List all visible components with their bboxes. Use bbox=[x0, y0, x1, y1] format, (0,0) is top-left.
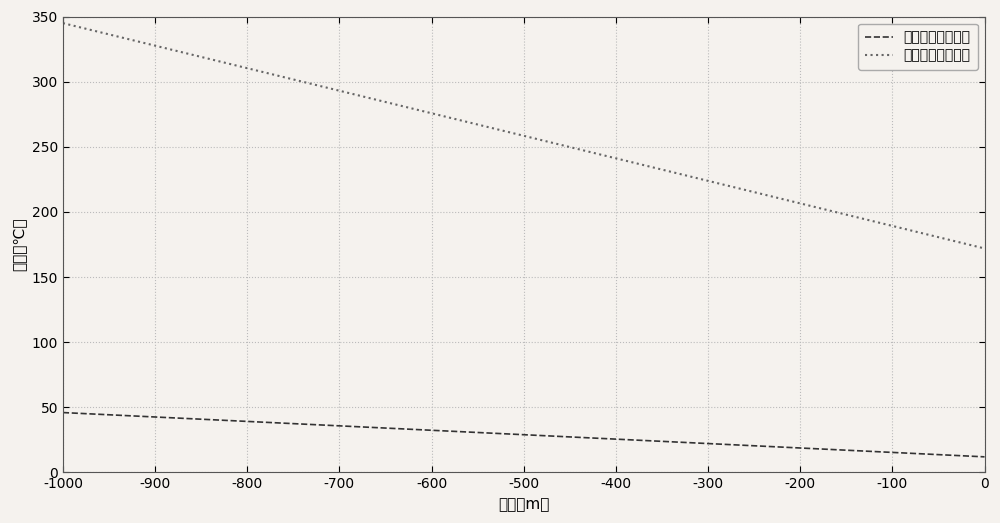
井筒内部蒸汽温度 bbox=[690, 175, 702, 181]
Y-axis label: 温度（℃）: 温度（℃） bbox=[11, 218, 26, 271]
非筒外部地层温度 bbox=[776, 444, 788, 450]
非筒外部地层温度 bbox=[151, 414, 163, 420]
井筒内部蒸汽温度 bbox=[979, 245, 991, 252]
井筒内部蒸汽温度 bbox=[430, 111, 442, 117]
井筒内部蒸汽温度 bbox=[151, 43, 163, 49]
Line: 井筒内部蒸汽温度: 井筒内部蒸汽温度 bbox=[63, 23, 985, 248]
井筒内部蒸汽温度 bbox=[463, 119, 475, 126]
非筒外部地层温度 bbox=[792, 445, 804, 451]
非筒外部地层温度 bbox=[690, 440, 702, 446]
X-axis label: 深度（m）: 深度（m） bbox=[498, 497, 549, 512]
井筒内部蒸汽温度 bbox=[57, 20, 69, 26]
井筒内部蒸汽温度 bbox=[776, 196, 788, 202]
非筒外部地层温度 bbox=[57, 410, 69, 416]
Line: 非筒外部地层温度: 非筒外部地层温度 bbox=[63, 413, 985, 457]
井筒内部蒸汽温度 bbox=[792, 200, 804, 206]
非筒外部地层温度 bbox=[430, 427, 442, 434]
非筒外部地层温度 bbox=[463, 429, 475, 435]
Legend: 非筒外部地层温度, 井筒内部蒸汽温度: 非筒外部地层温度, 井筒内部蒸汽温度 bbox=[858, 24, 978, 70]
非筒外部地层温度 bbox=[979, 454, 991, 460]
